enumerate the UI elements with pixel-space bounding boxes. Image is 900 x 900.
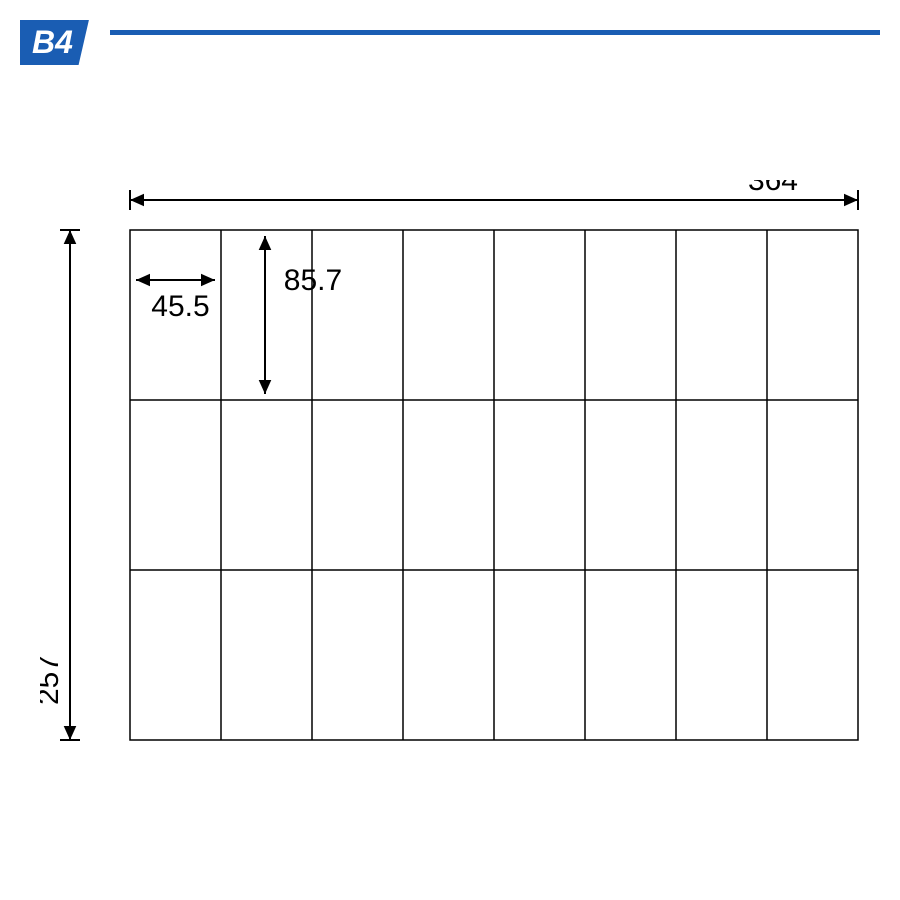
- svg-text:85.7: 85.7: [284, 264, 342, 297]
- badge-label: B4: [32, 24, 73, 60]
- svg-text:364: 364: [748, 180, 798, 197]
- label-sheet-diagram: 364 257 45.5 85.7: [40, 180, 880, 880]
- header-rule: [110, 30, 880, 35]
- svg-text:257: 257: [40, 655, 65, 705]
- size-badge: B4: [20, 20, 89, 65]
- svg-text:45.5: 45.5: [151, 290, 209, 323]
